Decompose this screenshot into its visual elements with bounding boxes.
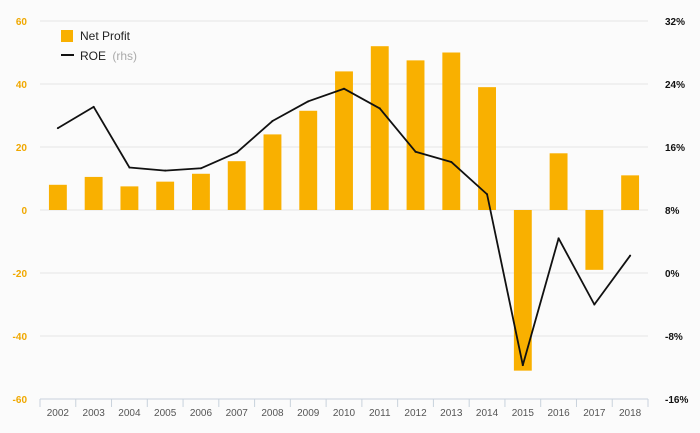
bar-net-profit [442,52,461,210]
legend-label-net-profit: Net Profit [80,29,131,43]
bar-net-profit [263,134,282,210]
bar-net-profit [192,173,210,210]
y-right-tick-label: 32% [665,17,685,28]
x-tick-label: 2010 [333,408,356,419]
y-right-tick-label: 16% [665,143,685,154]
y-right-tick-label: -16% [665,395,688,406]
y-left-tick-label: 20 [16,143,28,154]
bar-net-profit [299,110,318,210]
roe-point [92,105,95,108]
roe-point [378,107,381,110]
axes: 60 32% 40 24% 20 16% 0 8% -20 0% -40 -8% -60 -16% 2002… [13,17,689,419]
roe-point [235,151,238,154]
bar-net-profit [335,71,353,211]
x-tick-label: 2013 [440,408,463,419]
roe-line-layer [56,87,632,367]
roe-point [521,364,524,367]
bar-net-profit [227,161,246,210]
x-tick-label: 2012 [404,408,427,419]
x-tick-label: 2011 [369,408,391,419]
net-profit-bars [48,46,640,371]
bar-net-profit [406,60,425,210]
roe-point [56,127,59,130]
roe-point [629,254,632,257]
legend-label-roe-name: ROE [80,49,106,63]
y-right-tick-label: -8% [665,332,683,343]
y-left-tick-label: 60 [16,17,28,28]
roe-point [307,100,310,103]
legend-label-roe-suffix: (rhs) [112,49,137,63]
y-right-tick-label: 24% [665,80,685,91]
x-tick-label: 2004 [118,408,141,419]
bar-net-profit [84,176,103,210]
x-tick-label: 2017 [583,408,606,419]
bar-net-profit [585,210,604,270]
x-tick-label: 2005 [154,408,177,419]
x-tick-label: 2002 [47,408,70,419]
y-left-tick-label: -40 [13,332,28,343]
roe-point [164,169,167,172]
roe-point [557,237,560,240]
legend-label-roe: ROE (rhs) [80,49,137,63]
x-tick-label: 2015 [512,408,535,419]
roe-point [271,120,274,123]
x-tick-label: 2016 [547,408,570,419]
x-tick-label: 2008 [261,408,284,419]
roe-point [128,166,131,169]
bar-net-profit [549,153,568,210]
x-tick-label: 2014 [476,408,499,419]
x-tick-label: 2009 [297,408,320,419]
roe-point [414,150,417,153]
roe-point [486,193,489,196]
y-right-tick-label: 8% [665,206,680,217]
roe-point [343,87,345,90]
bar-net-profit [513,210,532,371]
legend-swatch-net-profit [61,30,73,42]
x-tick-label: 2018 [619,408,642,419]
y-left-tick-label: 0 [21,206,27,217]
legend: Net Profit ROE (rhs) [61,29,137,63]
bar-net-profit [48,184,67,210]
roe-point [593,303,596,306]
bar-net-profit [156,181,175,210]
roe-point [199,167,202,170]
y-left-tick-label: 40 [16,80,28,91]
bar-net-profit [478,87,496,210]
bar-net-profit [120,186,139,210]
y-left-tick-label: -20 [13,269,28,280]
bar-net-profit [621,175,640,210]
x-tick-label: 2006 [190,408,213,419]
bar-net-profit [370,46,389,211]
x-tick-label: 2007 [226,408,249,419]
roe-point [450,160,453,163]
y-left-tick-label: -60 [13,395,28,406]
y-right-tick-label: 0% [665,269,680,280]
x-tick-label: 2003 [83,408,106,419]
